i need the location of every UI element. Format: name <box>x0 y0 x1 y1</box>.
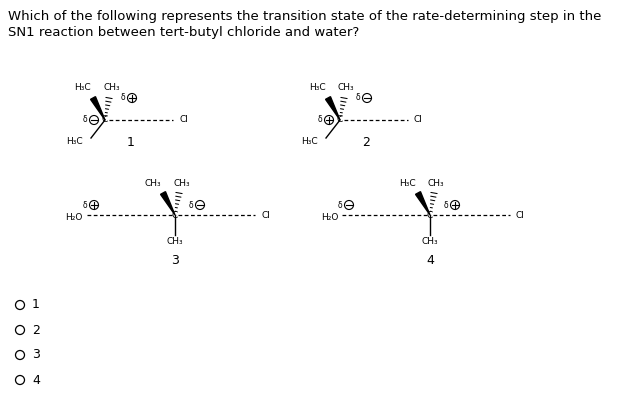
Text: C: C <box>427 211 433 219</box>
Text: CH₃: CH₃ <box>103 84 119 92</box>
Text: CH₃: CH₃ <box>338 84 355 92</box>
Text: 3: 3 <box>32 349 40 362</box>
Text: δ: δ <box>82 201 87 209</box>
Text: H₂O: H₂O <box>321 212 338 222</box>
Polygon shape <box>160 192 175 215</box>
Text: 3: 3 <box>171 253 179 267</box>
Text: δ: δ <box>318 115 322 125</box>
Text: H₃C: H₃C <box>310 84 326 92</box>
Text: δ: δ <box>355 94 360 102</box>
Text: C: C <box>337 115 343 125</box>
Text: CH₃: CH₃ <box>428 178 444 188</box>
Text: δ: δ <box>443 201 448 209</box>
Polygon shape <box>90 97 105 120</box>
Text: 4: 4 <box>32 374 40 387</box>
Text: 1: 1 <box>127 135 135 148</box>
Text: δ: δ <box>120 94 125 102</box>
Text: 2: 2 <box>32 324 40 336</box>
Text: δ: δ <box>337 201 342 209</box>
Text: Which of the following represents the transition state of the rate-determining s: Which of the following represents the tr… <box>8 10 602 23</box>
Text: C: C <box>172 211 178 219</box>
Text: CH₃: CH₃ <box>167 237 183 247</box>
Text: Cl: Cl <box>516 211 525 219</box>
Text: CH₃: CH₃ <box>422 237 438 247</box>
Text: H₃C: H₃C <box>66 138 83 146</box>
Text: H₃C: H₃C <box>74 84 91 92</box>
Text: δ: δ <box>188 201 193 209</box>
Polygon shape <box>415 192 430 215</box>
Text: 1: 1 <box>32 298 40 311</box>
Text: C: C <box>102 115 108 125</box>
Text: H₂O: H₂O <box>66 212 83 222</box>
Polygon shape <box>326 97 340 120</box>
Text: CH₃: CH₃ <box>144 178 161 188</box>
Text: 4: 4 <box>426 253 434 267</box>
Text: δ: δ <box>82 115 87 125</box>
Text: H₃C: H₃C <box>301 138 318 146</box>
Text: H₃C: H₃C <box>399 178 416 188</box>
Text: 2: 2 <box>362 135 370 148</box>
Text: SN1 reaction between tert-butyl chloride and water?: SN1 reaction between tert-butyl chloride… <box>8 26 359 39</box>
Text: Cl: Cl <box>179 115 188 125</box>
Text: CH₃: CH₃ <box>173 178 189 188</box>
Text: Cl: Cl <box>261 211 270 219</box>
Text: Cl: Cl <box>414 115 423 125</box>
